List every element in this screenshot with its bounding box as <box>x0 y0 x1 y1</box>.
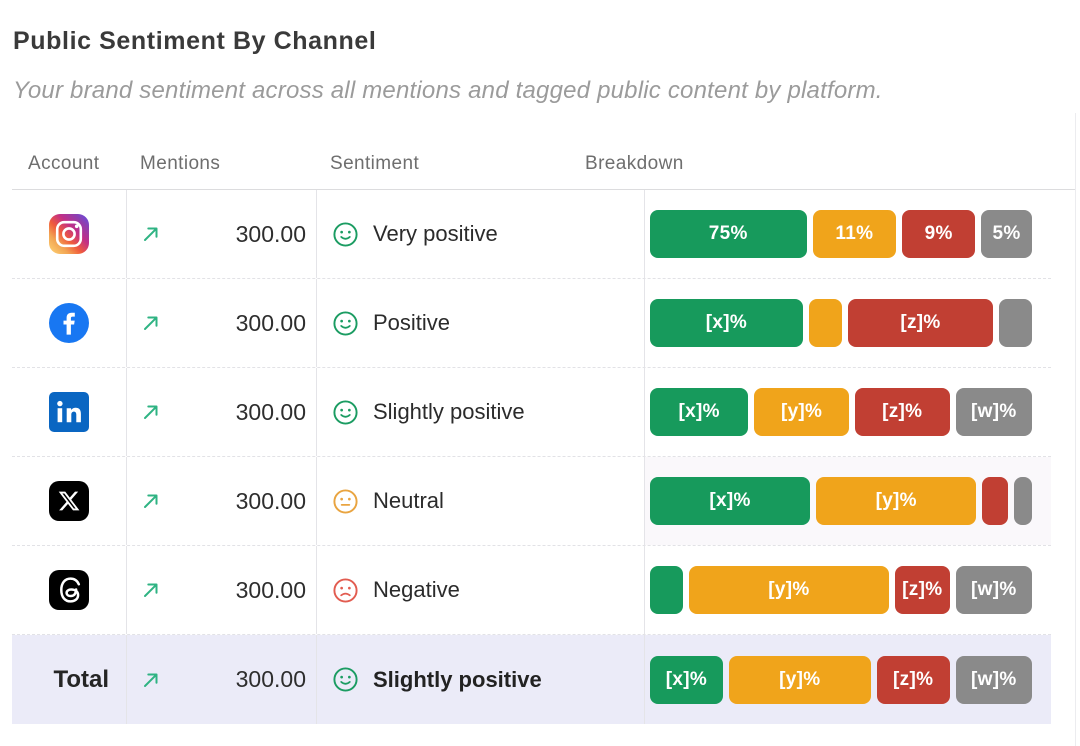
table-row-total: Total 300.00 Slightly positive [x]% [y]%… <box>12 635 1051 724</box>
sentiment-label: Very positive <box>373 221 498 246</box>
segment-label: 11% <box>835 223 874 244</box>
table-header: Account Mentions Sentiment Breakdown <box>12 113 1075 190</box>
sentiment-breakdown-bar: [x]% [y]% [z]% [w]% <box>650 388 1032 436</box>
segment-label: [x]% <box>709 490 751 511</box>
segment-label: [x]% <box>678 401 720 422</box>
segment-label: [y]% <box>875 490 917 511</box>
facebook-icon[interactable] <box>48 302 90 344</box>
breakdown-segment-gray[interactable]: [w]% <box>955 655 1032 704</box>
breakdown-segment-red[interactable] <box>982 477 1008 525</box>
sentiment-breakdown-bar: [y]% [z]% [w]% <box>650 566 1032 614</box>
breakdown-segment-gray[interactable]: [w]% <box>955 566 1032 614</box>
breakdown-segment-gray[interactable] <box>1013 477 1032 525</box>
trend-up-icon <box>140 669 162 691</box>
sentiment-label: Positive <box>373 310 451 335</box>
breakdown-segment-green[interactable]: [x]% <box>650 477 811 525</box>
breakdown-segment-orange[interactable]: [y]% <box>816 477 977 525</box>
segment-label: [w]% <box>971 668 1017 690</box>
trend-up-icon <box>140 312 162 334</box>
table-row-x: 300.00 Neutral [x]% [y]% <box>12 457 1051 546</box>
table-row-threads: 300.00 Negative [y]% [z]% [w]% <box>12 546 1051 635</box>
mentions-value: 300.00 <box>235 576 306 603</box>
segment-label: 75% <box>708 223 748 244</box>
trend-up-icon <box>140 223 162 245</box>
breakdown-segment-red[interactable]: [z]% <box>847 299 994 347</box>
segment-label: [z]% <box>893 668 934 690</box>
breakdown-segment-orange[interactable]: [y]% <box>728 655 871 704</box>
instagram-icon[interactable] <box>48 213 90 255</box>
table-row-instagram: 300.00 Very positive 75% 11% 9% 5% <box>12 190 1051 279</box>
segment-label: [y]% <box>779 668 821 690</box>
breakdown-segment-red[interactable]: 9% <box>902 210 976 258</box>
smiling-face-icon <box>332 399 359 426</box>
trend-up-icon <box>140 579 162 601</box>
smiling-face-icon <box>332 310 359 337</box>
sentiment-table: Account Mentions Sentiment Breakdown <box>12 113 1076 746</box>
threads-icon[interactable] <box>48 569 90 611</box>
breakdown-segment-orange[interactable]: [y]% <box>754 388 849 436</box>
column-header-breakdown: Breakdown <box>585 153 684 174</box>
breakdown-segment-red[interactable]: [z]% <box>876 655 950 704</box>
sentiment-label: Slightly positive <box>373 666 542 692</box>
table-row-linkedin: 300.00 Slightly positive [x]% [y]% [z]% … <box>12 368 1051 457</box>
total-label: Total <box>53 665 109 693</box>
breakdown-segment-green[interactable]: [x]% <box>650 299 803 347</box>
linkedin-icon[interactable] <box>48 391 90 433</box>
page-subtitle: Your brand sentiment across all mentions… <box>13 77 883 104</box>
segment-label: [x]% <box>705 312 748 333</box>
breakdown-segment-green[interactable]: [x]% <box>650 655 723 704</box>
segment-label: [z]% <box>900 312 941 333</box>
smiling-face-icon <box>332 666 359 693</box>
sentiment-breakdown-bar: 75% 11% 9% 5% <box>650 210 1032 258</box>
breakdown-segment-gray[interactable]: 5% <box>981 210 1032 258</box>
breakdown-segment-green[interactable] <box>650 566 683 614</box>
breakdown-segment-gray[interactable]: [w]% <box>955 388 1032 436</box>
segment-label: [w]% <box>971 401 1017 422</box>
segment-label: 5% <box>992 223 1021 244</box>
sentiment-label: Slightly positive <box>373 399 525 424</box>
breakdown-segment-green[interactable]: 75% <box>650 210 807 258</box>
trend-up-icon <box>140 401 162 423</box>
breakdown-segment-orange[interactable] <box>808 299 842 347</box>
segment-label: [z]% <box>902 579 943 600</box>
trend-up-icon <box>140 490 162 512</box>
column-header-account: Account <box>28 153 100 174</box>
breakdown-segment-green[interactable]: [x]% <box>650 388 749 436</box>
segment-label: [y]% <box>768 579 810 600</box>
breakdown-segment-red[interactable]: [z]% <box>894 566 950 614</box>
table-row-facebook: 300.00 Positive [x]% [z]% <box>12 279 1051 368</box>
mentions-value: 300.00 <box>235 220 306 247</box>
segment-label: [y]% <box>780 401 823 422</box>
breakdown-segment-gray[interactable] <box>999 299 1032 347</box>
mentions-value: 300.00 <box>235 398 306 425</box>
segment-label: [z]% <box>882 401 923 422</box>
column-header-mentions: Mentions <box>140 153 221 174</box>
segment-label: [w]% <box>971 579 1017 600</box>
smiling-face-icon <box>332 221 359 248</box>
sentiment-breakdown-bar: [x]% [z]% <box>650 299 1032 347</box>
frowning-face-icon <box>332 577 359 604</box>
segment-label: [x]% <box>665 668 708 690</box>
mentions-value: 300.00 <box>235 309 306 336</box>
x-icon[interactable] <box>48 480 90 522</box>
sentiment-breakdown-bar: [x]% [y]% <box>650 477 1032 525</box>
breakdown-segment-red[interactable]: [z]% <box>854 388 950 436</box>
mentions-value: 300.00 <box>235 487 306 514</box>
mentions-value: 300.00 <box>235 666 306 692</box>
sentiment-label: Negative <box>373 577 460 602</box>
column-header-sentiment: Sentiment <box>330 153 420 174</box>
sentiment-breakdown-bar: [x]% [y]% [z]% [w]% <box>650 655 1032 704</box>
breakdown-segment-orange[interactable]: 11% <box>812 210 897 258</box>
page-title: Public Sentiment By Channel <box>13 27 377 55</box>
sentiment-label: Neutral <box>373 488 444 513</box>
segment-label: 9% <box>924 223 953 244</box>
breakdown-segment-orange[interactable]: [y]% <box>688 566 889 614</box>
neutral-face-icon <box>332 488 359 515</box>
